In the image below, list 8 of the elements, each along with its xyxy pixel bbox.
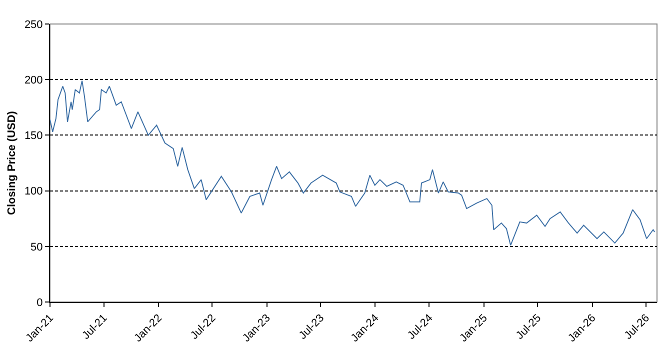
y-tick-label: 200 bbox=[24, 74, 43, 86]
y-tick-label: 250 bbox=[24, 18, 43, 31]
y-tick-label: 50 bbox=[30, 241, 43, 254]
y-tick-label: 100 bbox=[24, 186, 43, 198]
line-series bbox=[50, 80, 656, 246]
y-axis-title: Closing Price (USD) bbox=[6, 110, 18, 215]
y-tick-label: 0 bbox=[36, 296, 43, 309]
y-tick-label: 150 bbox=[24, 130, 43, 142]
